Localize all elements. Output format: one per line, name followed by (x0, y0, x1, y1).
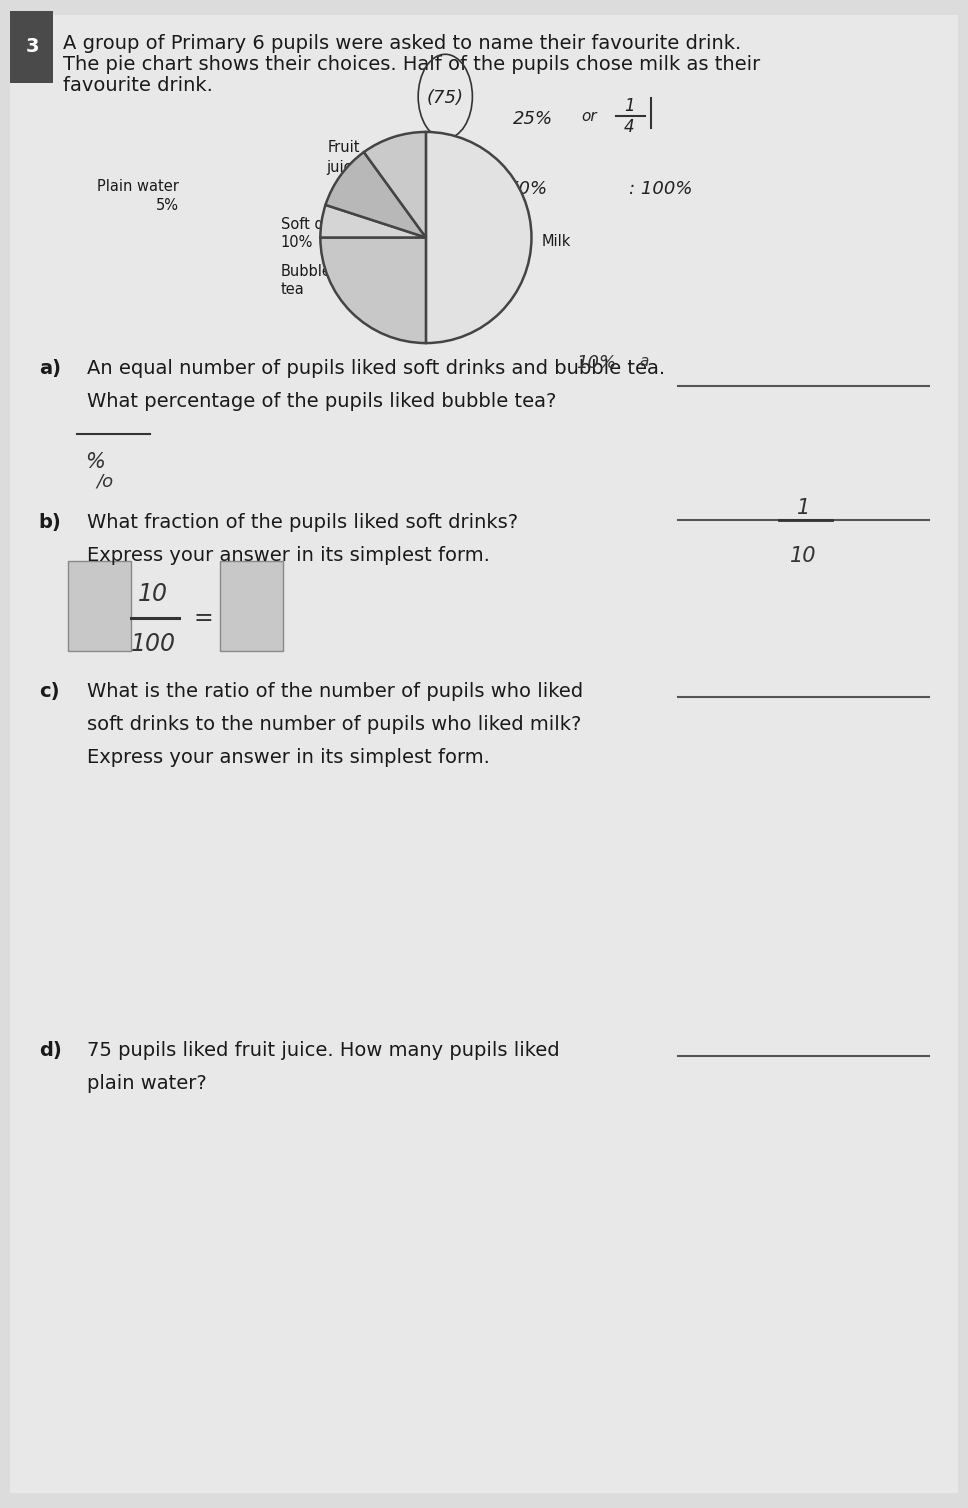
Text: : 100%: : 100% (629, 179, 693, 198)
FancyBboxPatch shape (10, 11, 53, 83)
Text: 1: 1 (797, 498, 810, 517)
Text: 3: 3 (25, 38, 39, 56)
Text: Bubble: Bubble (281, 264, 332, 279)
Text: /o: /o (96, 472, 113, 490)
Text: a: a (639, 354, 649, 369)
Text: 10%: 10% (576, 354, 616, 372)
Text: An equal number of pupils liked soft drinks and bubble tea.: An equal number of pupils liked soft dri… (87, 359, 665, 379)
Text: Soft drinks: Soft drinks (281, 217, 359, 232)
Text: 75 pupils liked fruit juice. How many pupils liked: 75 pupils liked fruit juice. How many pu… (87, 1041, 560, 1060)
Text: a): a) (39, 359, 61, 379)
FancyBboxPatch shape (10, 15, 958, 1493)
Text: 4: 4 (624, 118, 634, 136)
Text: 25%: 25% (513, 110, 553, 128)
Text: 10: 10 (138, 582, 167, 606)
Text: %: % (85, 452, 105, 472)
Text: Fruit: Fruit (327, 140, 360, 155)
Text: 10: 10 (790, 546, 817, 566)
Text: favourite drink.: favourite drink. (63, 77, 213, 95)
Text: 50: 50 (414, 277, 438, 296)
Text: d): d) (39, 1041, 62, 1060)
Text: What percentage of the pupils liked bubble tea?: What percentage of the pupils liked bubb… (87, 392, 557, 412)
Wedge shape (320, 205, 426, 238)
Text: or: or (581, 109, 596, 124)
Text: Express your answer in its simplest form.: Express your answer in its simplest form… (87, 748, 490, 768)
Text: 10: 10 (385, 225, 408, 243)
Wedge shape (426, 133, 531, 344)
Text: =: = (194, 606, 213, 630)
Text: 5%: 5% (156, 198, 179, 213)
Wedge shape (320, 237, 426, 344)
Text: Plain water: Plain water (97, 179, 179, 195)
Text: b): b) (39, 513, 62, 532)
Text: What is the ratio of the number of pupils who liked: What is the ratio of the number of pupil… (87, 682, 584, 701)
Text: Milk: Milk (542, 234, 571, 249)
Wedge shape (364, 133, 426, 238)
Text: 50%: 50% (507, 179, 548, 198)
Text: 100: 100 (131, 632, 175, 656)
Text: 10%: 10% (281, 235, 313, 250)
Text: The pie chart shows their choices. Half of the pupils chose milk as their: The pie chart shows their choices. Half … (63, 56, 760, 74)
Text: A group of Primary 6 pupils were asked to name their favourite drink.: A group of Primary 6 pupils were asked t… (63, 35, 741, 53)
Text: (75): (75) (427, 89, 464, 107)
Text: juice: juice (326, 160, 361, 175)
Text: 1: 1 (624, 97, 634, 115)
Text: plain water?: plain water? (87, 1074, 207, 1093)
Text: What fraction of the pupils liked soft drinks?: What fraction of the pupils liked soft d… (87, 513, 518, 532)
Text: Express your answer in its simplest form.: Express your answer in its simplest form… (87, 546, 490, 566)
Text: c): c) (39, 682, 59, 701)
FancyBboxPatch shape (220, 561, 283, 651)
Wedge shape (325, 152, 426, 238)
Text: tea: tea (281, 282, 305, 297)
Text: soft drinks to the number of pupils who liked milk?: soft drinks to the number of pupils who … (87, 715, 582, 734)
FancyBboxPatch shape (68, 561, 131, 651)
